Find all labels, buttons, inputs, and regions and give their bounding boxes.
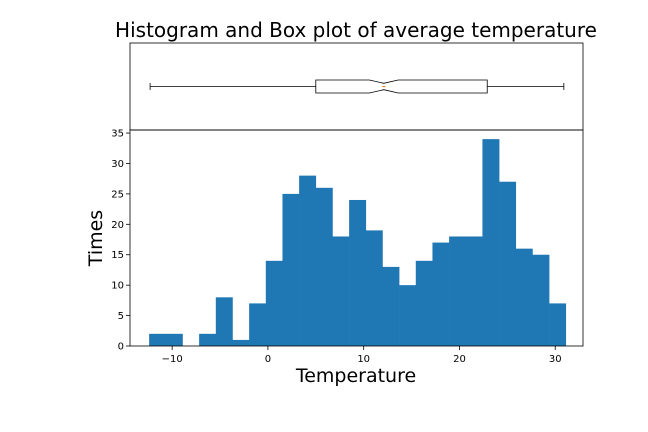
histogram-bar: [499, 181, 517, 346]
histogram-bar: [465, 236, 483, 346]
y-axis-label: Times: [85, 210, 107, 267]
histogram-bar: [515, 248, 533, 346]
histogram-bar: [282, 193, 300, 346]
y-axis-ticks: 0 5 10 15 20 25 30 35: [111, 129, 130, 353]
histogram-bar: [349, 199, 367, 346]
y-tick-label: 5: [118, 311, 124, 322]
histogram-bar: [165, 333, 183, 346]
y-tick-label: 25: [111, 189, 124, 200]
y-tick-label: 20: [111, 220, 124, 231]
histogram-bar: [482, 139, 500, 346]
box-body: [315, 79, 488, 94]
histogram-bar: [549, 303, 567, 346]
box-plot-marks: [149, 79, 565, 94]
histogram-bar: [399, 285, 417, 346]
x-axis-ticks: −10 0 10 20 30: [162, 346, 562, 365]
histogram-bar: [382, 266, 400, 346]
y-tick-label: 35: [111, 129, 124, 140]
y-tick-label: 0: [118, 342, 124, 353]
x-tick-label: 30: [549, 354, 562, 365]
y-tick-label: 30: [111, 159, 124, 170]
histogram-bar: [232, 339, 250, 346]
histogram-bar: [149, 333, 167, 346]
chart-title: Histogram and Box plot of average temper…: [115, 18, 597, 42]
histogram-bar: [432, 242, 450, 346]
histogram-bar: [415, 260, 433, 346]
histogram-bar: [332, 236, 350, 346]
y-tick-label: 10: [111, 281, 124, 292]
histogram-bar: [315, 187, 333, 346]
x-tick-label: 20: [453, 354, 466, 365]
histogram-frame: [129, 129, 584, 347]
histogram-bar: [299, 175, 317, 346]
histogram-bar: [249, 303, 267, 346]
histogram-bar: [199, 333, 217, 346]
x-tick-label: −10: [162, 354, 183, 365]
histogram-bars: [149, 139, 567, 346]
y-tick-label: 15: [111, 250, 124, 261]
histogram-bar: [365, 230, 383, 346]
x-tick-label: 0: [265, 354, 271, 365]
x-tick-label: 10: [357, 354, 370, 365]
box-plot-panel: [129, 42, 584, 131]
x-axis-label: Temperature: [295, 365, 416, 387]
histogram-panel: −10 0 10 20 30 0 5 10 15 20 25 30 35: [111, 129, 584, 365]
histogram-bar: [449, 236, 467, 346]
histogram-bar: [265, 260, 283, 346]
histogram-bar: [532, 254, 550, 346]
histogram-bar: [215, 297, 233, 346]
